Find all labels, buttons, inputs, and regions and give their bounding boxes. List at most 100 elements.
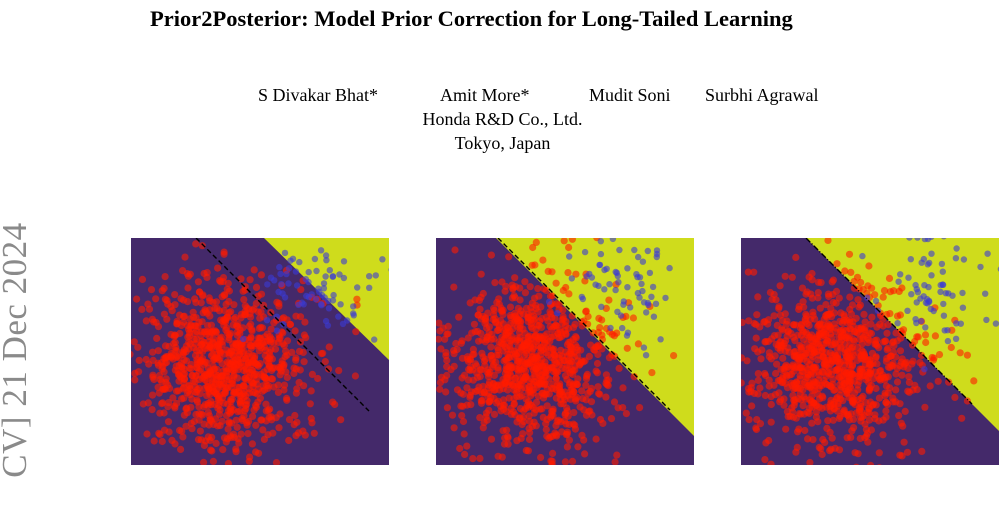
majority-point	[550, 412, 557, 419]
majority-point	[741, 379, 745, 386]
majority-point	[509, 285, 516, 292]
minority-point	[318, 302, 324, 308]
minority-point	[953, 336, 959, 342]
majority-point	[958, 415, 965, 422]
majority-point	[553, 360, 560, 367]
majority-point	[812, 402, 819, 409]
majority-point	[461, 451, 468, 458]
majority-point	[794, 444, 801, 451]
majority-point	[521, 278, 528, 285]
majority-point	[605, 297, 612, 304]
minority-point	[940, 269, 946, 275]
majority-point	[867, 462, 874, 465]
majority-point	[474, 328, 481, 335]
majority-point	[233, 417, 240, 424]
majority-point	[257, 324, 264, 331]
majority-point	[857, 414, 864, 421]
majority-point	[465, 358, 472, 365]
majority-point	[493, 399, 500, 406]
minority-point	[275, 289, 281, 295]
majority-point	[214, 366, 221, 373]
majority-point	[187, 271, 194, 278]
majority-point	[895, 412, 902, 419]
minority-point	[662, 295, 668, 301]
majority-point	[750, 269, 757, 276]
majority-point	[284, 337, 291, 344]
minority-point	[315, 286, 321, 292]
majority-point	[782, 273, 789, 280]
majority-point	[892, 386, 899, 393]
minority-point	[554, 310, 560, 316]
majority-point	[753, 311, 760, 318]
panel-2-svg	[436, 238, 694, 465]
minority-point	[925, 284, 931, 290]
majority-point	[599, 420, 606, 427]
majority-point	[545, 352, 552, 359]
majority-point	[171, 291, 178, 298]
majority-point	[820, 332, 827, 339]
majority-point	[485, 373, 492, 380]
majority-point	[567, 386, 574, 393]
majority-point	[830, 299, 837, 306]
majority-point	[206, 297, 213, 304]
majority-point	[580, 437, 587, 444]
majority-point	[824, 417, 831, 424]
majority-point	[449, 412, 456, 419]
majority-point	[560, 287, 567, 294]
majority-point	[179, 365, 186, 372]
minority-point	[607, 325, 613, 331]
majority-point	[936, 351, 943, 358]
majority-point	[471, 321, 478, 328]
majority-point	[865, 262, 872, 269]
majority-point	[511, 354, 518, 361]
majority-point	[300, 349, 307, 356]
minority-point	[335, 313, 341, 319]
majority-point	[630, 314, 637, 321]
majority-point	[275, 300, 282, 307]
majority-point	[149, 392, 156, 399]
majority-point	[858, 355, 865, 362]
majority-point	[219, 394, 226, 401]
majority-point	[772, 370, 779, 377]
majority-point	[191, 295, 198, 302]
majority-point	[197, 428, 204, 435]
majority-point	[562, 458, 569, 465]
majority-point	[595, 315, 602, 322]
majority-point	[755, 377, 762, 384]
majority-point	[767, 461, 774, 465]
majority-point	[880, 294, 887, 301]
minority-point	[373, 272, 379, 278]
majority-point	[488, 436, 495, 443]
majority-point	[551, 352, 558, 359]
majority-point	[532, 355, 539, 362]
majority-point	[781, 340, 788, 347]
majority-point	[165, 418, 172, 425]
majority-point	[247, 276, 254, 283]
majority-point	[852, 449, 859, 456]
majority-point	[531, 363, 538, 370]
majority-point	[442, 349, 449, 356]
majority-point	[234, 384, 241, 391]
majority-point	[801, 393, 808, 400]
majority-point	[802, 350, 809, 357]
majority-point	[252, 422, 259, 429]
majority-point	[264, 385, 271, 392]
majority-point	[513, 389, 520, 396]
majority-point	[163, 375, 170, 382]
minority-point	[643, 352, 649, 358]
minority-point	[918, 318, 924, 324]
minority-point	[583, 273, 589, 279]
majority-point	[205, 386, 212, 393]
majority-point	[133, 296, 140, 303]
majority-point	[850, 336, 857, 343]
minority-point	[240, 336, 246, 342]
minority-point	[633, 271, 639, 277]
majority-point	[282, 353, 289, 360]
majority-point	[255, 334, 262, 341]
majority-point	[836, 374, 843, 381]
majority-point	[185, 345, 192, 352]
majority-point	[201, 442, 208, 449]
minority-point	[341, 258, 347, 264]
arxiv-stamp: CV] 21 Dec 2024	[0, 185, 35, 515]
majority-point	[475, 338, 482, 345]
